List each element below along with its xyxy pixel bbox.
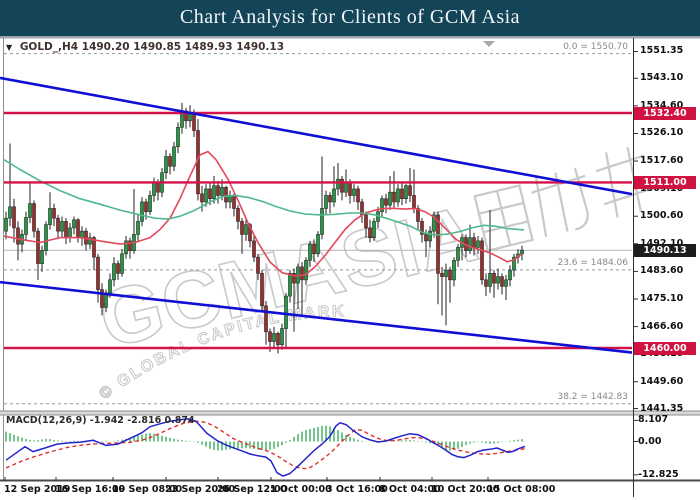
macd-tick-label: -12.825 bbox=[638, 468, 679, 480]
macd-tick-label: 8.107 bbox=[638, 414, 669, 426]
price-tick-label: 1475.10 bbox=[640, 292, 684, 304]
price-tick-label: 1543.10 bbox=[640, 72, 684, 84]
price-badge: 1460.00 bbox=[634, 341, 696, 355]
time-tick-label: 10 Oct 20:00 bbox=[431, 484, 500, 495]
price-badge: 1511.00 bbox=[634, 175, 696, 189]
price-tick-label: 1500.60 bbox=[640, 210, 684, 222]
time-tick-label: 26 Sep 12:00 bbox=[217, 484, 288, 495]
symbol-ohlc-values: 1490.20 1490.85 1489.93 1490.13 bbox=[81, 41, 285, 53]
time-tick-label: 19 Sep 08:00 bbox=[112, 484, 183, 495]
price-tick-label: 1534.60 bbox=[640, 99, 684, 111]
price-tick-label: 1517.60 bbox=[640, 155, 684, 167]
title-bar: Chart Analysis for Clients of GCM Asia bbox=[0, 0, 700, 38]
time-tick-label: 3 Oct 16:00 bbox=[326, 484, 388, 495]
time-tick-label: 15 Oct 08:00 bbox=[487, 484, 556, 495]
fib-level-label: 23.6 = 1484.06 bbox=[557, 257, 628, 268]
symbol-header: ▼ GOLD_,H4 1490.20 1490.85 1489.93 1490.… bbox=[6, 41, 284, 53]
price-badge: 1532.40 bbox=[634, 106, 696, 120]
fib-level-label: 0.0 = 1550.70 bbox=[563, 41, 628, 52]
price-tick-label: 1526.10 bbox=[640, 127, 684, 139]
macd-indicator-label: MACD(12,26,9) -1.942 -2.816 0.874 bbox=[6, 415, 195, 426]
page-title: Chart Analysis for Clients of GCM Asia bbox=[179, 6, 521, 28]
price-tick-label: 1441.35 bbox=[640, 402, 684, 414]
time-tick-label: 23 Sep 20:00 bbox=[165, 484, 236, 495]
symbol-dropdown-icon[interactable]: ▼ bbox=[6, 43, 13, 52]
price-tick-label: 1483.60 bbox=[640, 265, 684, 277]
time-tick-label: 1 Oct 00:00 bbox=[270, 484, 332, 495]
price-tick-label: 1466.60 bbox=[640, 320, 684, 332]
price-tick-label: 1492.10 bbox=[640, 238, 683, 249]
symbol-label: GOLD_,H4 bbox=[19, 41, 79, 53]
fib-level-label: 38.2 = 1442.83 bbox=[557, 391, 628, 402]
price-badge: 1490.13 bbox=[634, 243, 696, 257]
macd-tick-label: 0.00 bbox=[638, 435, 662, 447]
time-tick-label: 16 Sep 16:00 bbox=[55, 484, 126, 495]
price-tick-label: 1551.35 bbox=[640, 45, 684, 57]
shift-marker-icon bbox=[483, 41, 495, 47]
price-tick-label: 1449.60 bbox=[640, 375, 684, 387]
time-tick-label: 8 Oct 04:00 bbox=[379, 484, 441, 495]
time-tick-label: 12 Sep 2019 bbox=[4, 484, 71, 495]
